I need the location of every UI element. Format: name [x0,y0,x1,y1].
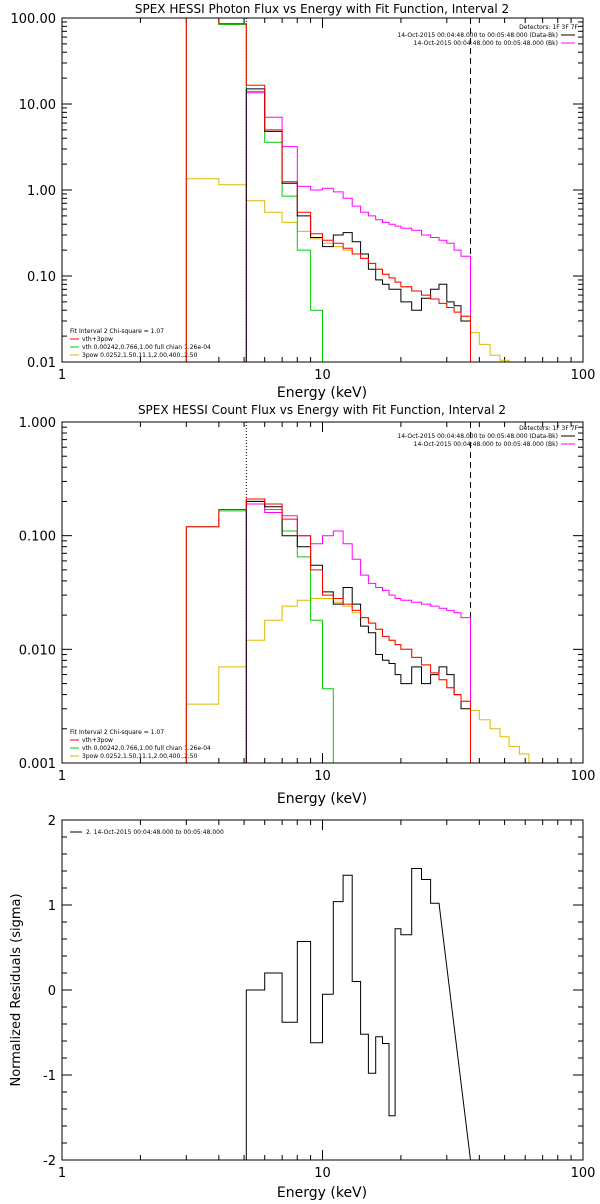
plot-frame [61,421,584,764]
legend-residuals: 2. 14-Oct-2015 00:04:48.000 to 00:05:48.… [86,829,224,836]
series-vth-3pow [185,18,471,362]
y-tick-label: 0.010 [19,643,56,658]
legend-bk: 14-Oct-2015 00:04:48.000 to 00:05:48.000… [414,441,558,448]
y-tick-label: 10.00 [19,98,56,113]
x-tick-label: 10 [314,1166,331,1181]
photon-flux-panel: SPEX HESSI Photon Flux vs Energy with Fi… [11,2,596,401]
series-vth [185,18,323,362]
y-tick-label: -1 [43,1069,56,1084]
panel-title: SPEX HESSI Photon Flux vs Energy with Fi… [135,2,509,16]
x-tick-label: 100 [571,769,596,784]
panel-title: SPEX HESSI Count Flux vs Energy with Fit… [138,403,506,417]
residuals-panel: Energy (keV) Normalized Residuals (sigma… [9,814,596,1201]
legend-bk: 14-Oct-2015 00:04:48.000 to 00:05:48.000… [414,40,558,47]
legend-vth: vth 0.00242,0.766,1.00 full chian 1.26e-… [82,745,211,752]
y-tick-label: -2 [43,1154,56,1169]
legend-3pow: 3pow 0.0252,1.50,11.1,2.00,400.,2.50 [82,352,198,359]
x-tick-label: 1 [58,769,66,784]
y-tick-label: 0 [48,984,56,999]
series-vth-3pow [185,498,471,763]
y-tick-label: 0.10 [27,270,56,285]
count-flux-panel: SPEX HESSI Count Flux vs Energy with Fit… [19,403,596,807]
y-tick-label: 0.001 [19,757,56,772]
x-tick-label: 1 [58,1166,66,1181]
legend-fit-interval: Fit Interval 2 Chi-square = 1.07 [70,328,164,335]
series-residuals [245,868,471,1160]
legend-data-bk: 14-Oct-2015 00:04:48.000 to 00:05:48.000… [397,433,558,440]
plot-frame [61,819,584,1161]
plot-frame [61,17,584,363]
x-axis-label: Energy (keV) [277,1185,367,1200]
legend-vth: vth 0.00242,0.766,1.00 full chian 1.26e-… [82,344,211,351]
legend-data-bk: 14-Oct-2015 00:04:48.000 to 00:05:48.000… [397,32,558,39]
series-vth [185,500,334,763]
y-tick-label: 1 [48,899,56,914]
series-3pow [185,178,510,362]
series-bk [245,503,471,763]
y-tick-label: 2 [48,814,56,829]
legend-detectors: Detectors: 1F 3F 7F [519,24,578,31]
series-data-bk [245,88,471,362]
x-tick-label: 1 [58,368,66,383]
x-tick-label: 100 [571,1166,596,1181]
legend-detectors: Detectors: 1F 3F 7F [519,425,578,432]
legend-3pow: 3pow 0.0252,1.50,11.1,2.00,400.,2.50 [82,753,198,760]
y-tick-label: 0.01 [27,356,56,371]
y-tick-label: 1.000 [19,416,56,431]
y-tick-label: 0.100 [19,530,56,545]
series-bk [245,92,471,362]
legend-vth-3pow: vth+3pow [82,737,113,744]
x-axis-label: Energy (keV) [277,385,367,401]
y-tick-label: 1.00 [27,184,56,199]
x-tick-label: 10 [314,769,331,784]
x-tick-label: 10 [314,368,331,383]
legend-vth-3pow: vth+3pow [82,336,113,343]
x-tick-label: 100 [571,368,596,383]
y-axis-label: Normalized Residuals (sigma) [9,893,24,1086]
y-tick-label: 100.00 [11,12,57,27]
x-axis-label: Energy (keV) [277,791,367,807]
legend-fit-interval: Fit Interval 2 Chi-square = 1.07 [70,729,164,736]
series-data-bk [245,500,471,763]
